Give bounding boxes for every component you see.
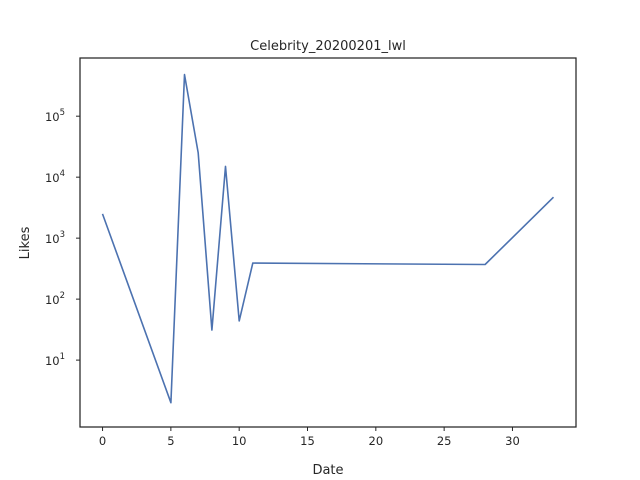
y-tick-label-base: 10 [45,232,60,246]
x-tick-label: 0 [99,434,106,448]
y-tick-label: 103 [45,230,65,246]
y-tick-label-exponent: 5 [60,108,65,118]
y-tick-label: 101 [45,352,65,368]
y-tick-label-base: 10 [45,293,60,307]
x-tick-label: 5 [167,434,174,448]
y-tick-label: 104 [45,169,65,185]
y-tick-label: 102 [45,291,65,307]
x-tick-label: 15 [300,434,315,448]
y-tick-label-exponent: 2 [60,291,65,301]
y-tick-label-base: 10 [45,171,60,185]
y-tick-label-exponent: 3 [60,230,65,240]
y-axis-label: Likes [18,226,33,259]
x-tick-label: 30 [505,434,520,448]
y-tick-label-exponent: 4 [60,169,65,179]
y-tick-label: 105 [45,108,65,124]
series-line [101,73,555,404]
x-tick-label: 10 [232,434,247,448]
chart-title: Celebrity_20200201_lwl [250,39,406,54]
x-axis-label: Date [312,463,343,478]
y-tick-label-exponent: 1 [60,352,65,362]
plot-frame [79,57,577,428]
x-axis-ticks: 0 5 10 15 20 25 30 [99,427,520,448]
x-tick-label: 25 [437,434,452,448]
x-tick-label: 20 [369,434,384,448]
y-tick-label-base: 10 [45,110,60,124]
plot-area [101,73,555,404]
y-tick-label-base: 10 [45,354,60,368]
